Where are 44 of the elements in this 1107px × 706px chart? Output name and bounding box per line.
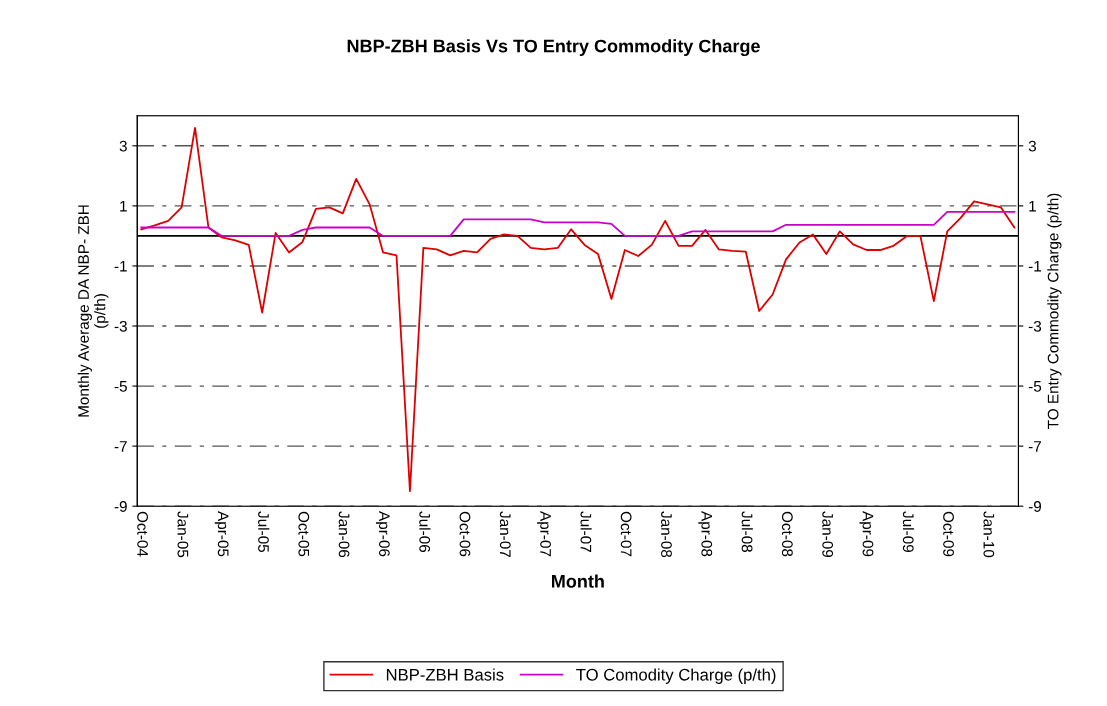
x-tick-label: Apr-07 <box>537 511 551 557</box>
x-axis-title: Month <box>551 574 604 588</box>
x-tick-label: Jan-10 <box>983 511 995 558</box>
x-tick-label: Apr-08 <box>698 511 713 557</box>
x-tick-label: Apr-06 <box>375 511 390 557</box>
x-tick-label: Jan-08 <box>661 511 672 558</box>
y-tick-label: 1 <box>120 200 127 212</box>
x-tick-label: Jan-05 <box>177 511 189 558</box>
x-tick-label: Jul-05 <box>258 511 270 553</box>
x-tick-label: Oct-07 <box>620 511 632 557</box>
x-tick-label: Apr-09 <box>859 511 874 557</box>
x-tick-label: Oct-05 <box>298 511 310 557</box>
x-tick-label: Oct-06 <box>459 511 471 557</box>
line-series <box>140 210 1016 237</box>
y2-tick-label: -7 <box>1028 441 1041 452</box>
y-tick-label: -3 <box>114 320 127 332</box>
x-tick-label: Jul-06 <box>419 511 431 552</box>
y-tick-label: -9 <box>114 501 127 512</box>
line-series <box>140 126 1016 493</box>
y-tick-label: 3 <box>119 140 127 152</box>
x-tick-label: Jan-07 <box>499 511 511 558</box>
x-tick-label: Oct-09 <box>943 511 954 557</box>
x-tick-label: Jan-09 <box>822 511 834 558</box>
x-tick-label: Jul-07 <box>580 511 592 552</box>
y2-tick-label: -3 <box>1028 320 1042 332</box>
y2-axis-title: TO Entry Commodity Charge (p/th) <box>1047 193 1062 429</box>
y-tick-label: -1 <box>114 260 127 272</box>
legend-label: NBP-ZBH Basis <box>386 668 504 681</box>
y-axis-title: Monthly Average DA NBP- ZBH (p/th) <box>77 205 109 417</box>
y-tick-label: -5 <box>114 381 127 392</box>
x-tick-label: Jul-08 <box>741 511 753 553</box>
y2-tick-label: 1 <box>1029 200 1036 212</box>
legend-label: TO Comodity Charge (p/th) <box>576 668 776 684</box>
y-tick-label: -7 <box>114 441 127 452</box>
y2-tick-label: -9 <box>1028 501 1042 512</box>
y2-tick-label: -5 <box>1028 381 1042 392</box>
chart-title: NBP-ZBH Basis Vs TO Entry Commodity Charge <box>347 39 760 57</box>
x-tick-label: Jul-09 <box>902 511 915 552</box>
y2-tick-label: -1 <box>1028 260 1041 272</box>
x-tick-label: Apr-05 <box>214 511 229 557</box>
y2-tick-label: 3 <box>1028 140 1036 152</box>
x-tick-label: Oct-04 <box>137 511 149 557</box>
x-tick-label: Oct-08 <box>781 511 793 557</box>
x-tick-label: Jan-06 <box>338 511 350 558</box>
